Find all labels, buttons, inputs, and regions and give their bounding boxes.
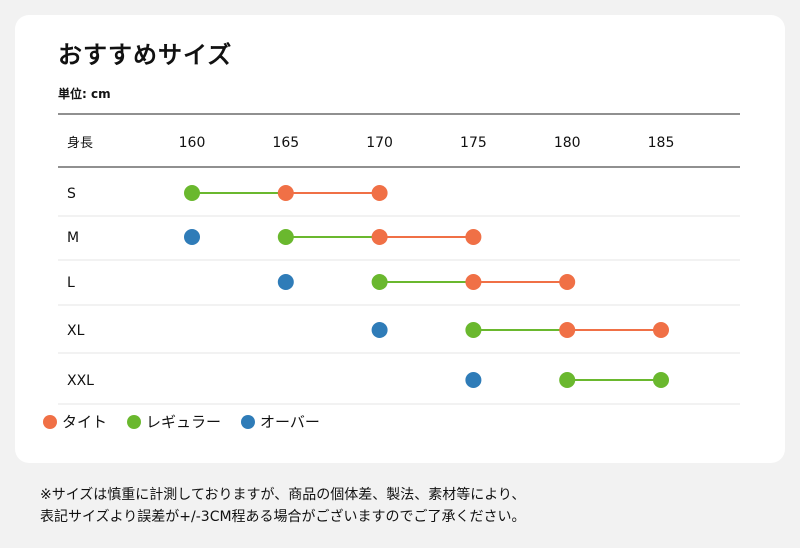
legend-item-over: オーバー (241, 411, 320, 432)
range-dot-regular (465, 322, 482, 338)
x-tick-label: 170 (366, 135, 393, 151)
size-label: XXL (67, 373, 94, 389)
x-tick-label: 165 (272, 135, 299, 151)
legend-item-tight: タイト (43, 411, 107, 432)
range-dot-regular (277, 229, 294, 245)
note-line-1: ※サイズは慎重に計測しておりますが、商品の個体差、製法、素材等により、 (40, 487, 526, 503)
range-dot-regular (371, 274, 388, 290)
range-dot-over (465, 372, 482, 388)
size-label: XL (67, 323, 85, 339)
x-tick-label: 175 (460, 135, 487, 151)
legend-label: レギュラー (146, 413, 222, 431)
range-dot-tight (277, 185, 294, 201)
legend-swatch (127, 414, 142, 429)
x-tick-label: 160 (179, 135, 206, 151)
size-label: L (67, 275, 75, 291)
legend-item-regular: レギュラー (127, 411, 221, 432)
range-dot-end (559, 274, 576, 290)
range-dot-tight (559, 322, 576, 338)
range-dot-end (465, 229, 482, 245)
range-dot-tight (371, 229, 388, 245)
range-dot-over (277, 274, 294, 290)
range-dot-over (184, 229, 200, 245)
size-note: ※サイズは慎重に計測しておりますが、商品の個体差、製法、素材等により、 表記サイ… (40, 484, 780, 528)
note-line-2: 表記サイズより誤差が+/-3CM程ある場合がございますのでご了承ください。 (40, 509, 526, 525)
page-title: おすすめサイズ (58, 41, 233, 69)
range-dot-end (653, 322, 669, 338)
legend-label: タイト (62, 413, 108, 431)
range-dot-regular (559, 372, 576, 388)
legend: タイト レギュラー オーバー (43, 411, 340, 432)
legend-swatch (241, 414, 256, 429)
size-label: M (67, 230, 79, 246)
unit-label: 単位: cm (58, 87, 111, 101)
size-label: S (67, 186, 76, 202)
legend-swatch (43, 414, 57, 429)
x-tick-label: 185 (648, 135, 675, 151)
range-dot-end (653, 372, 669, 388)
range-dot-end (371, 185, 388, 201)
range-dot-over (371, 322, 388, 338)
range-dot-tight (465, 274, 482, 290)
size-card: おすすめサイズ 単位: cm (15, 15, 785, 463)
range-dot-regular (184, 185, 200, 201)
x-tick-label: 180 (554, 135, 581, 151)
x-axis-label: 身長 (67, 135, 93, 151)
legend-label: オーバー (260, 413, 320, 431)
